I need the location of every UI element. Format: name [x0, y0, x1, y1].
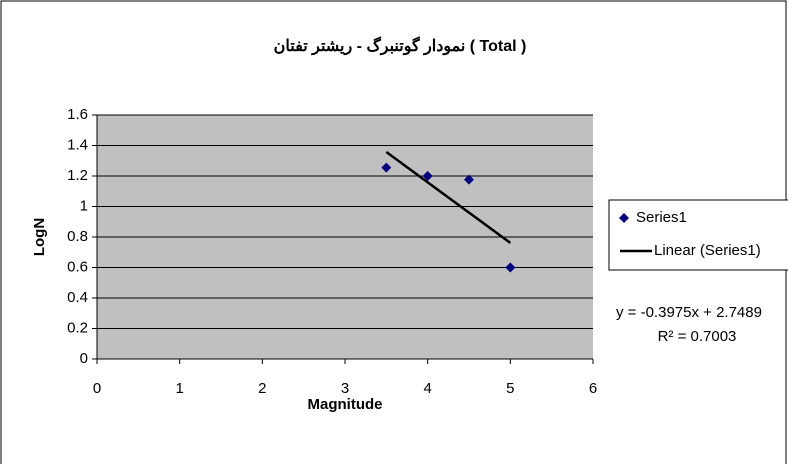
y-tick-label: 0.4 [67, 289, 88, 306]
x-tick-label: 6 [589, 380, 597, 397]
chart-title: نمودار گوتنبرگ - ریشتر تفتان ( Total ) [274, 36, 527, 56]
x-tick-label: 0 [93, 380, 101, 397]
trend-equation: y = -0.3975x + 2.7489 [616, 304, 762, 321]
y-axis-label: LogN [31, 218, 48, 256]
y-tick-label: 0 [80, 350, 88, 367]
x-tick-label: 5 [506, 380, 514, 397]
y-tick-label: 1.6 [67, 106, 88, 123]
x-axis-label: Magnitude [308, 396, 383, 413]
y-tick-label: 0.8 [67, 228, 88, 245]
x-tick-label: 2 [258, 380, 266, 397]
y-tick-label: 1.4 [67, 136, 88, 153]
r-squared: R² = 0.7003 [658, 328, 737, 345]
y-tick-label: 1.2 [67, 167, 88, 184]
x-tick-label: 4 [423, 380, 431, 397]
y-tick-label: 0.6 [67, 258, 88, 275]
legend-label: Series1 [636, 209, 687, 226]
x-tick-label: 1 [175, 380, 183, 397]
chart: نمودار گوتنبرگ - ریشتر تفتان ( Total ) M… [0, 0, 788, 464]
y-tick-label: 1 [80, 197, 88, 214]
y-tick-label: 0.2 [67, 319, 88, 336]
legend-label: Linear (Series1) [654, 242, 761, 259]
x-tick-label: 3 [341, 380, 349, 397]
